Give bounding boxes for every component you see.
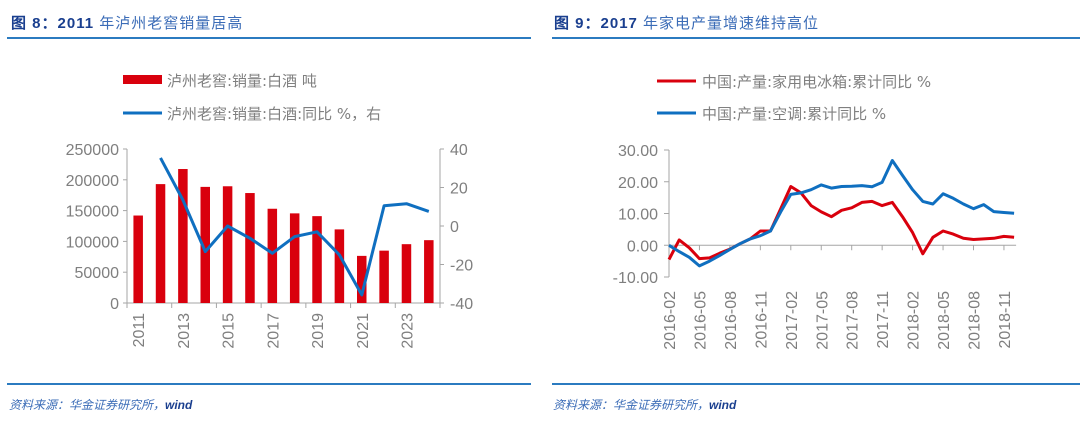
y-axis-tick-label: 10.00: [618, 207, 658, 224]
y-axis-tick-label: 30.00: [618, 143, 658, 160]
title-rule: [552, 37, 1080, 39]
x-axis-tick-label: 2017-08: [845, 291, 862, 350]
right-axis-tick-label: -40: [450, 296, 473, 313]
x-axis-tick-label: 2019: [310, 313, 327, 349]
x-axis-tick-label: 2016-02: [662, 291, 679, 350]
sales-bar: [133, 215, 143, 303]
figure-8-number: 图 8：2011: [11, 15, 95, 32]
fridge-output-line: [667, 185, 1015, 261]
x-axis-tick-label: 2021: [355, 313, 372, 349]
legend-label-yoy: 泸州老窖:销量:白酒:同比 %，右: [167, 105, 381, 123]
yoy-line: [159, 157, 430, 297]
legend-swatch-bar: [123, 75, 162, 84]
x-axis-tick-label: 2017-05: [814, 291, 831, 350]
legend-label-ac: 中国:产量:空调:累计同比 %: [702, 105, 886, 123]
figure-9-source: 资料来源：华金证券研究所，wind: [553, 398, 737, 412]
y-axis-tick-label: 20.00: [618, 175, 658, 192]
legend: 中国:产量:家用电冰箱:累计同比 % 中国:产量:空调:累计同比 %: [657, 73, 931, 123]
x-axis-tick-label: 2017-11: [875, 291, 892, 349]
x-axis-tick-label: 2016-05: [692, 291, 709, 350]
figure-8-title: 图 8：2011 年泸州老窖销量居高: [11, 12, 243, 33]
title-rule: [7, 37, 531, 39]
sales-bar: [155, 184, 166, 303]
right-axis-tick-label: 0: [450, 219, 459, 236]
left-axis-tick-label: 200000: [66, 173, 119, 190]
right-axis-tick-label: 40: [450, 142, 468, 159]
y-axis-tick-label: -10.00: [613, 270, 658, 287]
figure-8-panel: 图 8：2011 年泸州老窖销量居高 泸州老窖:销量:白酒 吨泸州老窖:销量:白…: [7, 12, 531, 412]
sales-bar: [200, 186, 210, 303]
sales-bar: [222, 186, 233, 303]
y-axis-tick-label: 0.00: [627, 238, 658, 255]
figure-9-title-text: 年家电产量增速维持高位: [637, 15, 820, 32]
left-axis-tick-label: 100000: [66, 234, 119, 251]
left-axis-tick-label: 0: [110, 296, 119, 313]
source-rule: [552, 383, 1080, 385]
x-axis-tick-label: 2017-02: [784, 291, 801, 350]
left-axis-tick-label: 150000: [66, 204, 119, 221]
sales-bar: [245, 193, 255, 303]
left-axis-tick-label: 50000: [75, 265, 120, 282]
x-axis-tick-label: 2017: [265, 313, 282, 349]
legend-label-sales: 泸州老窖:销量:白酒 吨: [167, 72, 317, 90]
x-axis-tick-label: 2016-08: [723, 291, 740, 350]
sales-bar: [289, 213, 300, 303]
sales-bar: [357, 255, 367, 303]
ac-output-line: [668, 159, 1015, 268]
figure-8-title-text: 年泸州老窖销量居高: [94, 15, 244, 32]
figure-9-panel: 图 9：2017 年家电产量增速维持高位 中国:产量:家用电冰箱:累计同比 % 中…: [540, 0, 1080, 434]
sales-bar: [424, 240, 434, 303]
x-axis-tick-label: 2013: [176, 313, 193, 349]
x-axis-tick-label: 2011: [131, 313, 148, 348]
figure-9-number: 图 9：2017: [554, 15, 638, 32]
sales-bar: [267, 208, 278, 303]
sales-bar: [312, 216, 322, 303]
legend-label-fridge: 中国:产量:家用电冰箱:累计同比 %: [702, 73, 931, 91]
x-axis-tick-label: 2018-11: [997, 291, 1014, 349]
sales-bar: [379, 250, 389, 303]
x-axis-tick-label: 2018-02: [906, 291, 923, 350]
source-rule: [7, 383, 531, 385]
left-axis-tick-label: 250000: [66, 142, 119, 159]
sales-bar: [178, 169, 188, 303]
x-axis-tick-label: 2018-05: [936, 291, 953, 350]
right-axis-tick-label: 20: [450, 181, 468, 198]
figure-9-title: 图 9：2017 年家电产量增速维持高位: [554, 12, 819, 33]
x-axis-tick-label: 2016-11: [753, 291, 770, 349]
sales-bar: [334, 229, 345, 303]
x-axis-tick-label: 2015: [221, 313, 238, 349]
right-axis-tick-label: -20: [450, 258, 473, 275]
sales-bar: [401, 244, 412, 303]
figure-8-source: 资料来源：华金证券研究所，wind: [9, 398, 193, 412]
appliance-output-chart: 中国:产量:家用电冰箱:累计同比 % 中国:产量:空调:累计同比 % -10.00 0…: [613, 73, 1017, 350]
x-axis-tick-label: 2023: [399, 313, 416, 349]
x-axis-tick-label: 2018-08: [967, 291, 984, 350]
